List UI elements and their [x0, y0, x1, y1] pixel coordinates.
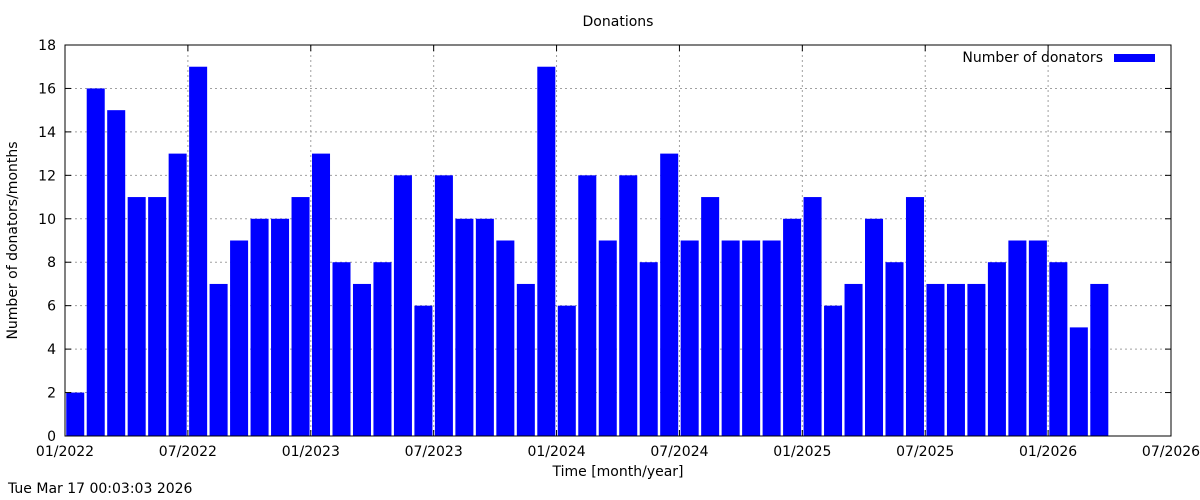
plot-border — [64, 44, 1172, 437]
y-tick-label: 12 — [38, 168, 56, 184]
bar-2026-03 — [1090, 283, 1109, 436]
y-tick-label: 0 — [47, 429, 56, 445]
bar-2025-02 — [824, 305, 843, 436]
bar-2025-12 — [1028, 240, 1047, 436]
bar-2022-12 — [291, 197, 310, 436]
bar-2022-06 — [168, 153, 187, 437]
bar-2024-03 — [598, 240, 617, 436]
bar-2025-09 — [967, 283, 986, 436]
bar-2022-05 — [148, 197, 167, 436]
bar-2023-11 — [516, 283, 535, 436]
legend-label: Number of donators — [962, 50, 1103, 66]
bar-2023-06 — [414, 305, 433, 436]
bar-2022-03 — [107, 110, 126, 437]
bar-2025-04 — [865, 218, 884, 436]
x-tick-label: 07/2025 — [896, 444, 954, 460]
y-axis-label: Number of donators/months — [5, 141, 21, 339]
bar-2025-01 — [803, 197, 822, 436]
x-tick-label: 07/2023 — [405, 444, 463, 460]
chart-title: Donations — [583, 14, 654, 30]
y-tick-label: 6 — [47, 299, 56, 315]
bars — [66, 66, 1109, 437]
bar-2026-01 — [1049, 262, 1068, 436]
bar-2023-12 — [537, 66, 556, 436]
bar-2023-01 — [312, 153, 331, 437]
bar-2023-09 — [475, 218, 494, 436]
bar-2022-02 — [86, 88, 105, 436]
bar-2025-03 — [844, 283, 863, 436]
bar-2022-01 — [66, 392, 85, 436]
bar-2024-09 — [721, 240, 740, 436]
bar-2025-07 — [926, 283, 945, 436]
bar-2022-11 — [271, 218, 290, 436]
bar-2023-03 — [352, 283, 371, 436]
bar-2024-11 — [762, 240, 781, 436]
bar-2022-09 — [230, 240, 249, 436]
bar-2025-08 — [946, 283, 965, 436]
x-tick-labels: 01/2022 07/2022 01/2023 07/2023 01/2024 07/20… — [36, 444, 1200, 460]
y-tick-label: 16 — [38, 81, 56, 97]
bar-2024-04 — [619, 175, 638, 436]
bar-2023-05 — [393, 175, 412, 436]
bar-2025-06 — [905, 197, 924, 436]
bar-2026-02 — [1069, 327, 1088, 436]
x-axis-label: Time [month/year] — [551, 464, 683, 480]
bar-2023-10 — [496, 240, 515, 436]
legend: Number of donators — [962, 50, 1155, 66]
y-tick-label: 10 — [38, 212, 56, 228]
x-tick-label: 01/2025 — [773, 444, 831, 460]
bar-2023-02 — [332, 262, 351, 436]
legend-swatch — [1114, 54, 1155, 62]
y-tick-label: 8 — [47, 255, 56, 271]
bar-2024-08 — [701, 197, 720, 436]
x-tick-label: 01/2022 — [36, 444, 94, 460]
bar-2024-07 — [680, 240, 699, 436]
bar-2023-07 — [434, 175, 453, 436]
y-tick-label: 2 — [47, 386, 56, 402]
bar-2024-02 — [578, 175, 597, 436]
generated-timestamp: Tue Mar 17 00:03:03 2026 — [8, 481, 193, 497]
x-tick-label: 01/2024 — [527, 444, 585, 460]
bar-2023-04 — [373, 262, 392, 436]
x-tick-label: 01/2026 — [1019, 444, 1077, 460]
x-tick-label: 07/2026 — [1142, 444, 1200, 460]
bar-2024-01 — [557, 305, 576, 436]
y-tick-label: 4 — [47, 342, 56, 358]
y-tick-label: 18 — [38, 38, 56, 54]
bar-2024-12 — [783, 218, 802, 436]
bar-2024-05 — [639, 262, 658, 436]
y-tick-labels: 0 2 4 6 8 10 12 14 16 18 — [38, 38, 56, 445]
bar-2023-08 — [455, 218, 474, 436]
bar-2022-07 — [189, 66, 208, 436]
bar-2024-06 — [660, 153, 679, 437]
grid-lines — [65, 45, 1171, 436]
bar-2025-11 — [1008, 240, 1027, 436]
x-tick-label: 07/2022 — [159, 444, 217, 460]
bar-2025-05 — [885, 262, 904, 436]
x-tick-label: 07/2024 — [650, 444, 708, 460]
bar-2022-08 — [209, 283, 228, 436]
bar-2025-10 — [987, 262, 1006, 436]
x-tick-label: 01/2023 — [282, 444, 340, 460]
bar-2022-10 — [250, 218, 269, 436]
y-tick-label: 14 — [38, 125, 56, 141]
axis-ticks — [64, 44, 1172, 437]
bar-2022-04 — [127, 197, 146, 436]
bar-2024-10 — [742, 240, 761, 436]
